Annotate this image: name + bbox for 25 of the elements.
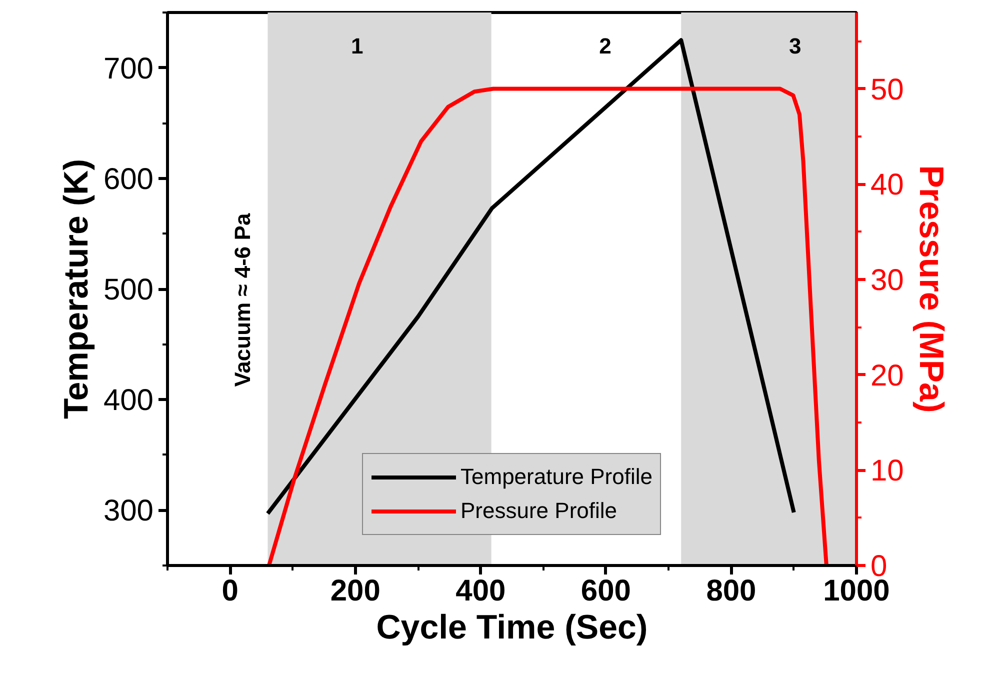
y-tick-label: 700 (103, 52, 154, 86)
y2-tick-label: 20 (870, 359, 904, 392)
y-axis-title: Temperature (K) (57, 158, 96, 420)
y2-axis-title: Pressure (MPa) (912, 165, 950, 413)
x-tick-label: 800 (706, 574, 756, 608)
y2-tick-label: 30 (870, 264, 904, 297)
annotation: 1 (351, 34, 364, 59)
x-tick-label: 200 (330, 574, 380, 608)
y2-tick-label: 50 (870, 73, 904, 106)
x-tick-label: 400 (456, 574, 506, 608)
line-series (266, 86, 828, 566)
annotation: 3 (789, 34, 802, 59)
x-tick-label: 600 (580, 574, 631, 608)
y-tick-label: 300 (103, 494, 154, 528)
legend-label: Pressure Profile (460, 497, 618, 525)
y2-tick-label: 10 (870, 454, 904, 488)
x-axis-title: Cycle Time (Sec) (376, 608, 648, 646)
annotation: 2 (599, 34, 612, 59)
annotation: Vacuum ≈ 4-6 Pa (230, 212, 256, 387)
y-tick-label: 600 (103, 162, 154, 196)
y-tick-label: 500 (103, 274, 154, 306)
x-tick-label: 0 (222, 574, 238, 608)
y-tick-label: 400 (103, 384, 154, 418)
y2-tick-label: 40 (870, 168, 904, 202)
legend-label: Temperature Profile (460, 463, 652, 491)
